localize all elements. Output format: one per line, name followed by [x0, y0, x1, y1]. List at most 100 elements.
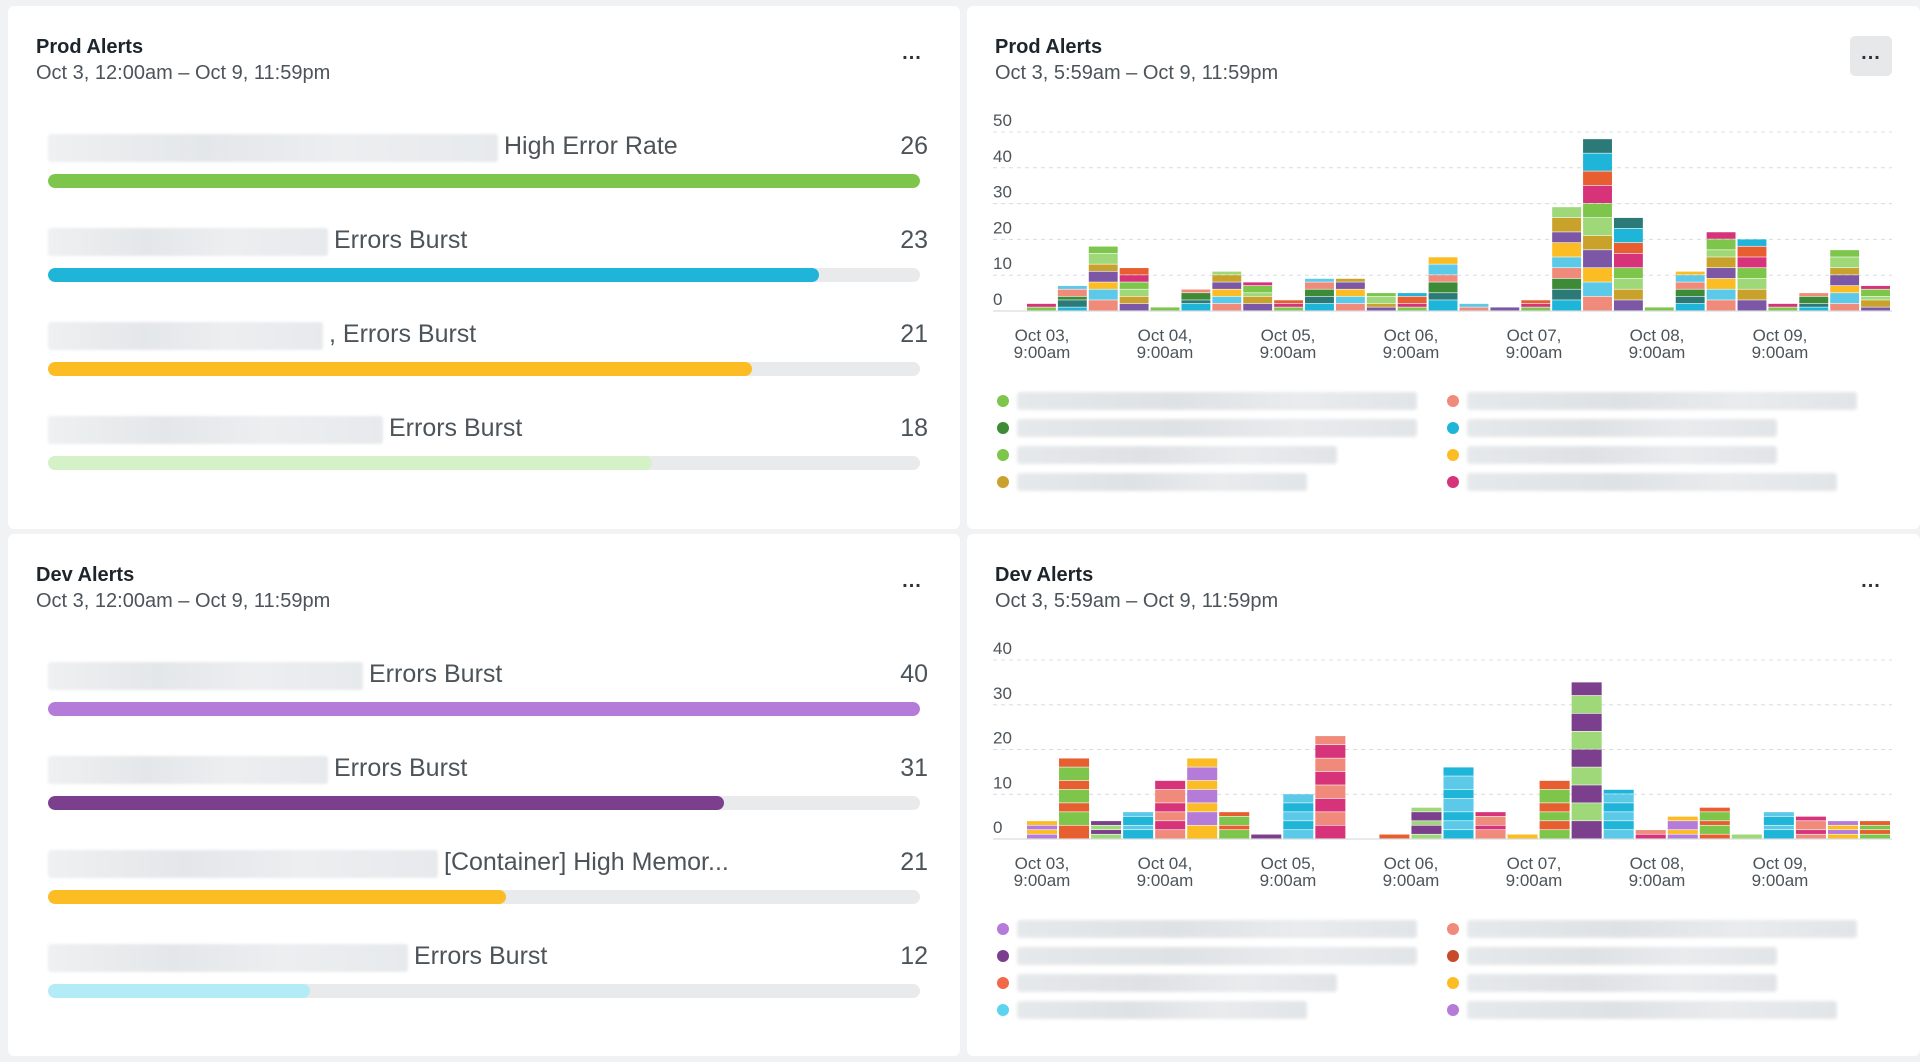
legend-item[interactable] [997, 972, 1417, 994]
chart-bar[interactable] [1155, 780, 1186, 839]
alert-bar-row[interactable]: Errors Burst 23 [48, 222, 928, 312]
chart-bar[interactable] [1763, 812, 1794, 839]
chart-bar[interactable] [1539, 780, 1570, 839]
redacted-legend-label [1017, 947, 1417, 965]
redacted-legend-label [1467, 392, 1857, 410]
more-options-button[interactable]: ... [1861, 570, 1881, 592]
bar-segment [1443, 767, 1474, 776]
chart-bar[interactable] [1251, 834, 1282, 839]
chart-bar[interactable] [1027, 303, 1056, 311]
bar-segment [1552, 278, 1582, 289]
bar-segment [1768, 303, 1798, 307]
bar-segment [1706, 289, 1736, 300]
bar-segment [1768, 307, 1798, 311]
chart-bar[interactable] [1521, 300, 1551, 311]
legend-color-dot [1447, 449, 1459, 461]
chart-bar[interactable] [1181, 289, 1211, 311]
chart-bar[interactable] [1583, 139, 1612, 311]
progress-track [48, 268, 920, 282]
chart-bar[interactable] [1088, 246, 1118, 311]
panel-title: Dev Alerts [36, 564, 135, 586]
more-options-button[interactable]: ... [1850, 36, 1892, 76]
chart-bar[interactable] [1859, 821, 1890, 839]
chart-bar[interactable] [1150, 307, 1180, 311]
alert-bar-row[interactable]: Errors Burst 31 [48, 750, 928, 840]
chart-bar[interactable] [1603, 789, 1634, 839]
chart-bar[interactable] [1830, 250, 1860, 311]
chart-bar[interactable] [1768, 303, 1798, 311]
chart-bar[interactable] [1475, 812, 1506, 839]
chart-bar[interactable] [1795, 816, 1826, 839]
legend-item[interactable] [997, 918, 1417, 940]
bar-segment [1315, 758, 1346, 772]
more-options-button[interactable]: ... [902, 570, 922, 592]
chart-bar[interactable] [1706, 232, 1736, 311]
legend-item[interactable] [1447, 999, 1867, 1021]
chart-bar[interactable] [1799, 293, 1829, 311]
legend-item[interactable] [1447, 417, 1867, 439]
legend-item[interactable] [997, 390, 1417, 412]
chart-bar[interactable] [1827, 821, 1858, 839]
legend-item[interactable] [997, 999, 1417, 1021]
bar-segment [1459, 303, 1489, 307]
chart-bar[interactable] [1057, 285, 1087, 311]
chart-bar[interactable] [1552, 207, 1582, 311]
legend-item[interactable] [997, 444, 1417, 466]
chart-bar[interactable] [1305, 278, 1334, 311]
chart-bar[interactable] [1379, 834, 1410, 839]
chart-bar[interactable] [1283, 794, 1314, 839]
chart-bar[interactable] [1119, 268, 1149, 311]
redacted-legend-label [1017, 446, 1337, 464]
chart-bar[interactable] [1571, 682, 1602, 839]
chart-bar[interactable] [1675, 271, 1705, 311]
alert-bar-row[interactable]: Errors Burst 18 [48, 410, 928, 500]
chart-bar[interactable] [1644, 307, 1674, 311]
chart-bar[interactable] [1459, 303, 1489, 311]
legend-item[interactable] [1447, 471, 1867, 493]
legend-item[interactable] [1447, 945, 1867, 967]
chart-bar[interactable] [1027, 821, 1058, 839]
more-options-button[interactable]: ... [902, 42, 922, 64]
legend-item[interactable] [997, 945, 1417, 967]
chart-bar[interactable] [1187, 758, 1218, 839]
redacted-legend-label [1467, 974, 1777, 992]
chart-bar[interactable] [1490, 307, 1520, 311]
chart-bar[interactable] [1635, 830, 1666, 839]
alert-bar-row[interactable]: High Error Rate 26 [48, 128, 928, 218]
bar-segment [1667, 830, 1698, 834]
chart-bar[interactable] [1667, 816, 1698, 839]
chart-bar[interactable] [1091, 821, 1122, 839]
chart-bar[interactable] [1737, 239, 1767, 311]
chart-bar[interactable] [1123, 812, 1154, 839]
alert-bar-row[interactable]: Errors Burst 12 [48, 938, 928, 1028]
chart-bar[interactable] [1335, 278, 1365, 311]
legend-item[interactable] [1447, 444, 1867, 466]
chart-bar[interactable] [1731, 834, 1762, 839]
chart-bar[interactable] [1212, 271, 1242, 311]
chart-bar[interactable] [1861, 285, 1890, 311]
chart-bar[interactable] [1366, 293, 1396, 311]
alert-bar-row[interactable]: [Container] High Memor... 21 [48, 844, 928, 934]
bar-segment [1315, 771, 1346, 785]
chart-bar[interactable] [1411, 807, 1442, 839]
alert-bar-row[interactable]: , Errors Burst 21 [48, 316, 928, 406]
legend-item[interactable] [1447, 972, 1867, 994]
chart-bar[interactable] [1507, 834, 1538, 839]
legend-color-dot [1447, 950, 1459, 962]
chart-bar[interactable] [1428, 257, 1458, 311]
chart-bar[interactable] [1243, 282, 1273, 311]
chart-bar[interactable] [1059, 758, 1090, 839]
chart-bar[interactable] [1613, 217, 1643, 311]
chart-bar[interactable] [1274, 300, 1304, 311]
chart-bar[interactable] [1397, 293, 1427, 311]
legend-item[interactable] [997, 417, 1417, 439]
chart-bar[interactable] [1699, 807, 1730, 839]
alert-bar-row[interactable]: Errors Burst 40 [48, 656, 928, 746]
legend-item[interactable] [1447, 918, 1867, 940]
chart-bar[interactable] [1315, 736, 1346, 839]
chart-bar[interactable] [1219, 812, 1250, 839]
alert-label: High Error Rate [504, 132, 678, 160]
chart-bar[interactable] [1443, 767, 1474, 839]
legend-item[interactable] [1447, 390, 1867, 412]
legend-item[interactable] [997, 471, 1417, 493]
